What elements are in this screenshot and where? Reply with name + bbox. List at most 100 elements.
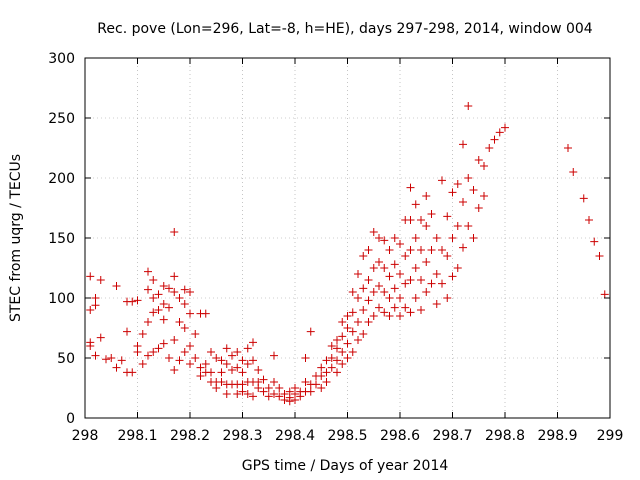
data-point xyxy=(385,294,394,302)
data-point xyxy=(427,279,436,288)
x-tick-label: 298.4 xyxy=(275,428,315,444)
data-point xyxy=(222,344,231,353)
data-point xyxy=(364,246,373,254)
data-point xyxy=(480,192,488,200)
data-point xyxy=(333,356,341,365)
data-point xyxy=(117,356,126,365)
y-tick-label: 300 xyxy=(48,51,75,67)
data-point xyxy=(390,303,399,312)
data-point xyxy=(175,356,184,365)
data-point xyxy=(238,380,247,389)
data-point xyxy=(333,336,341,344)
data-point xyxy=(438,246,446,254)
data-point xyxy=(254,384,263,392)
data-point xyxy=(149,308,158,317)
data-point xyxy=(138,330,147,338)
data-point xyxy=(406,183,415,192)
data-point xyxy=(401,252,410,260)
data-point xyxy=(291,396,299,404)
data-point xyxy=(180,300,189,308)
data-point xyxy=(369,312,378,320)
y-tick-label: 250 xyxy=(48,111,75,127)
data-point xyxy=(396,312,404,320)
data-points xyxy=(86,102,609,406)
data-point xyxy=(375,282,383,290)
data-point xyxy=(86,306,95,314)
data-point xyxy=(149,348,158,356)
data-point xyxy=(354,336,362,344)
data-point xyxy=(406,276,415,284)
data-point xyxy=(217,356,226,365)
data-point xyxy=(154,306,163,314)
data-point xyxy=(453,180,462,188)
data-point xyxy=(343,324,352,332)
data-point xyxy=(375,303,383,312)
data-point xyxy=(222,360,231,368)
data-point xyxy=(144,267,152,276)
data-point xyxy=(154,344,163,353)
data-point xyxy=(396,240,404,248)
data-point xyxy=(264,392,273,401)
data-point xyxy=(112,363,121,372)
data-point xyxy=(464,102,473,110)
data-point xyxy=(86,272,95,281)
data-point xyxy=(312,380,320,389)
data-point xyxy=(585,216,593,224)
data-point xyxy=(417,306,425,314)
data-point xyxy=(443,212,452,221)
data-point xyxy=(422,192,431,200)
data-point xyxy=(180,324,189,332)
data-point xyxy=(259,387,268,396)
data-point xyxy=(144,285,152,294)
data-point xyxy=(228,351,236,360)
data-point xyxy=(275,392,284,401)
data-point xyxy=(301,354,310,362)
x-tick-label: 298.2 xyxy=(170,428,210,444)
data-point xyxy=(385,312,394,320)
data-point xyxy=(354,318,362,326)
data-point xyxy=(144,351,152,360)
data-point xyxy=(411,234,420,242)
data-point xyxy=(564,144,572,152)
data-point xyxy=(165,284,173,293)
y-tick-label: 150 xyxy=(48,231,75,247)
data-point xyxy=(327,354,336,362)
data-point xyxy=(448,272,457,281)
data-point xyxy=(170,366,179,374)
data-point xyxy=(201,360,210,368)
data-point xyxy=(453,222,462,230)
data-point xyxy=(191,330,200,338)
x-tick-label: 298 xyxy=(72,428,99,444)
data-point xyxy=(238,356,247,365)
data-point xyxy=(464,222,473,230)
data-point xyxy=(317,363,326,372)
data-point xyxy=(364,276,373,284)
data-point xyxy=(327,363,336,372)
data-point xyxy=(385,272,394,281)
data-point xyxy=(238,368,247,377)
data-point xyxy=(459,243,467,252)
data-point xyxy=(459,140,467,149)
data-point xyxy=(102,355,110,364)
data-point xyxy=(170,272,179,281)
data-point xyxy=(196,363,205,372)
data-point xyxy=(438,279,446,288)
data-point xyxy=(369,288,378,296)
data-point xyxy=(180,285,189,294)
data-point xyxy=(228,366,236,374)
data-point xyxy=(317,384,326,392)
data-point xyxy=(128,368,137,377)
data-point xyxy=(159,339,168,348)
data-point xyxy=(338,360,347,368)
data-point xyxy=(128,297,137,306)
data-point xyxy=(212,384,221,392)
data-point xyxy=(380,264,389,272)
data-point xyxy=(590,237,599,246)
data-point xyxy=(600,290,609,299)
data-point xyxy=(306,387,315,396)
data-point xyxy=(322,378,331,386)
y-tick-label: 0 xyxy=(66,411,75,427)
data-point xyxy=(474,156,483,164)
data-point xyxy=(501,123,509,132)
data-point xyxy=(579,194,588,203)
